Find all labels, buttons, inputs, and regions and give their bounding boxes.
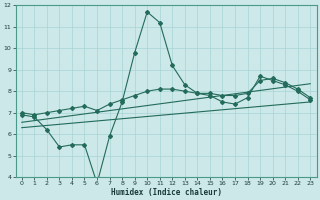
X-axis label: Humidex (Indice chaleur): Humidex (Indice chaleur)	[110, 188, 221, 197]
